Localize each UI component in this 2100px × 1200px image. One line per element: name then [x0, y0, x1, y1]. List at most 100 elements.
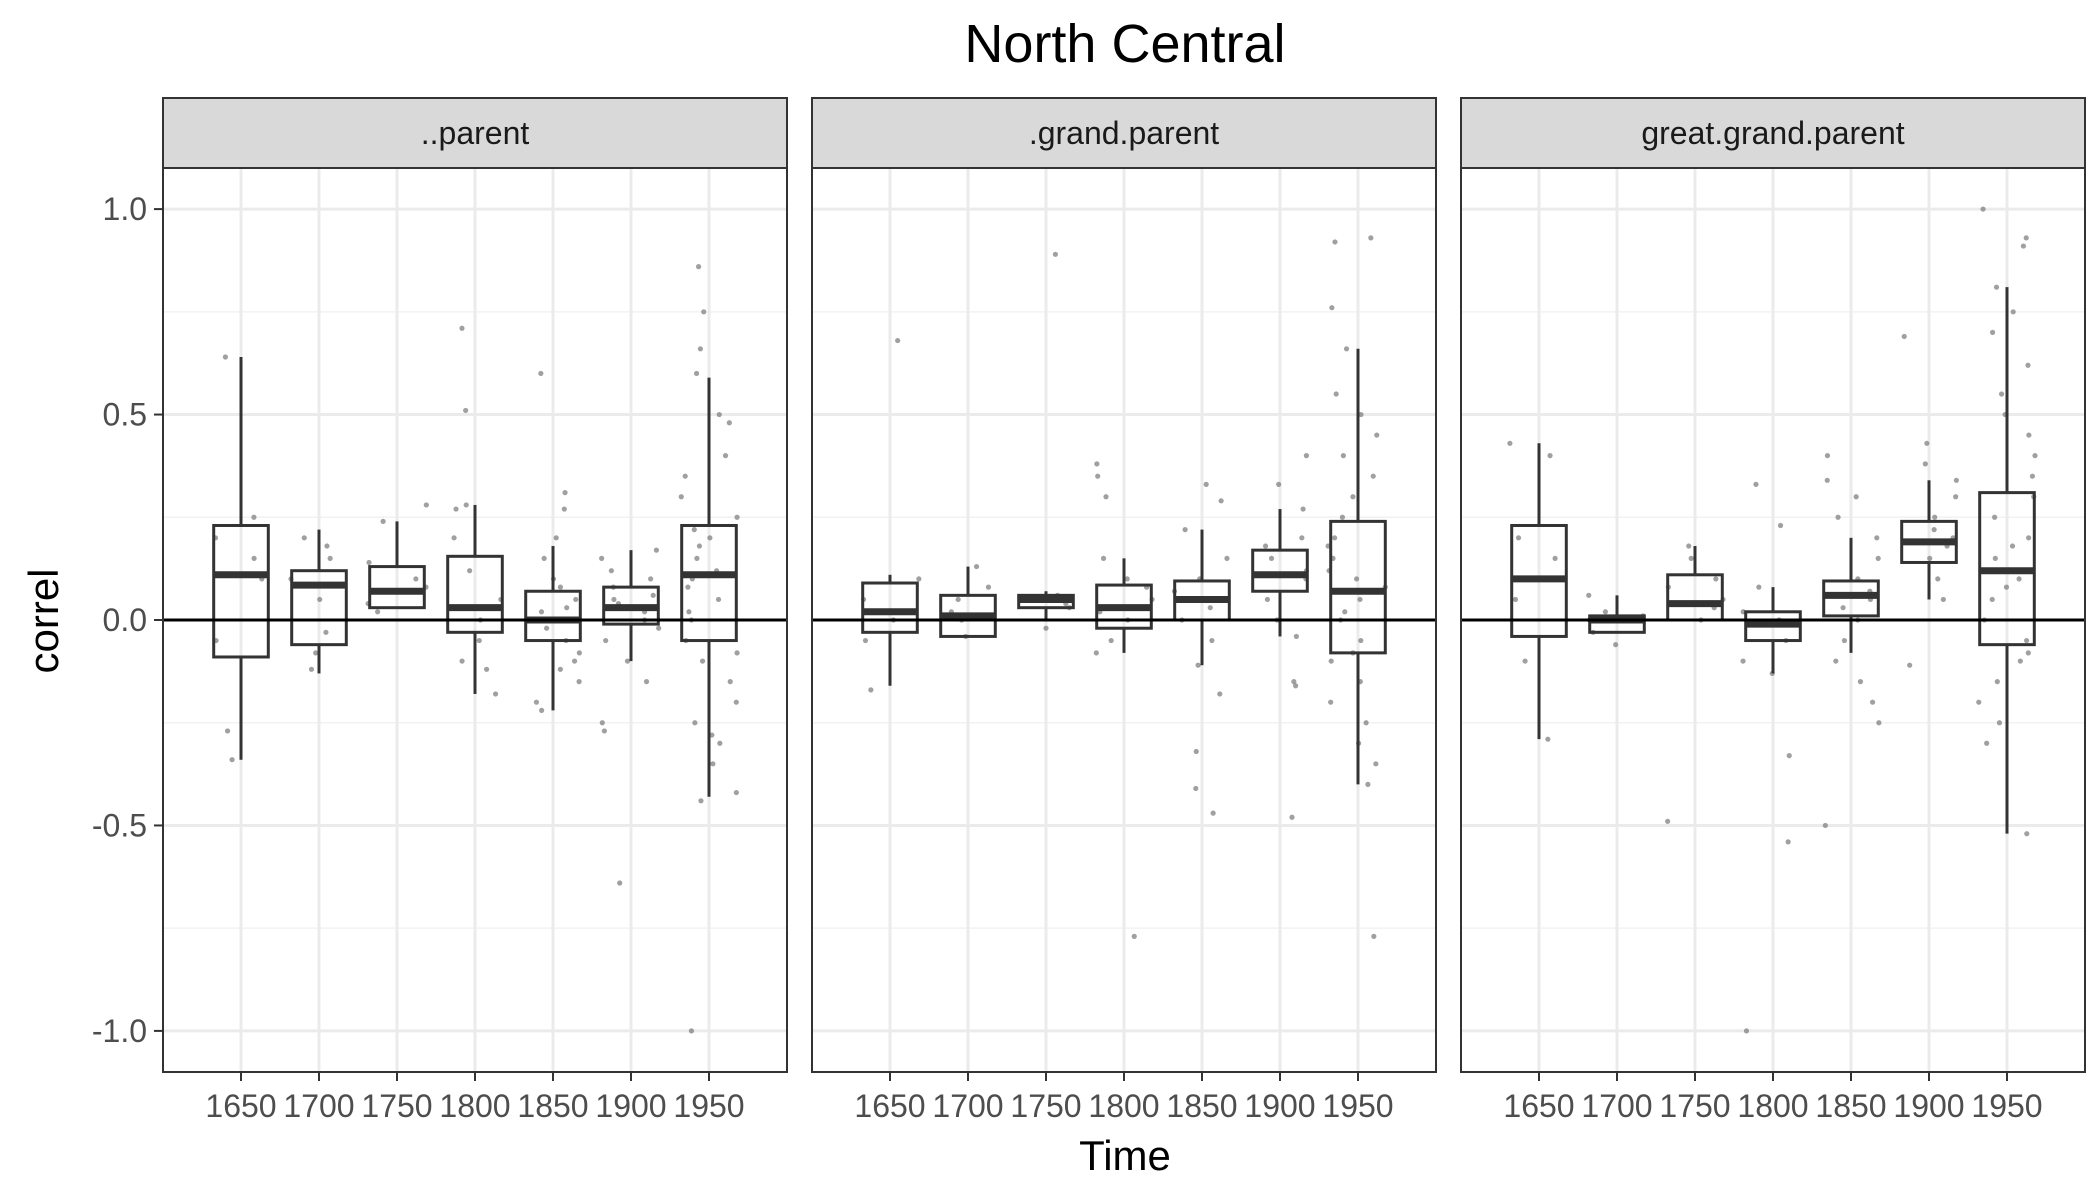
data-point	[1332, 535, 1337, 540]
data-point	[1876, 556, 1881, 561]
data-point	[986, 585, 991, 590]
data-point	[694, 556, 699, 561]
data-point	[1263, 543, 1268, 548]
data-point	[1924, 441, 1929, 446]
data-point	[1547, 453, 1552, 458]
data-point	[1744, 1028, 1749, 1033]
data-point	[375, 609, 380, 614]
data-point	[1823, 823, 1828, 828]
data-point	[1976, 700, 1981, 705]
data-point	[1907, 663, 1912, 668]
data-point	[700, 658, 705, 663]
data-point	[656, 626, 661, 631]
data-point	[734, 790, 739, 795]
data-point	[1927, 556, 1932, 561]
data-point	[1340, 515, 1345, 520]
data-point	[1209, 638, 1214, 643]
data-point	[2026, 432, 2031, 437]
data-point	[1224, 556, 1229, 561]
data-point	[2024, 831, 2029, 836]
data-point	[1300, 506, 1305, 511]
data-point	[1373, 761, 1378, 766]
data-point	[1984, 741, 1989, 746]
data-point	[1902, 334, 1907, 339]
data-point	[1613, 642, 1618, 647]
data-point	[309, 667, 314, 672]
data-point	[685, 585, 690, 590]
data-point	[558, 585, 563, 590]
data-point	[424, 502, 429, 507]
data-point	[2030, 474, 2035, 479]
data-point	[459, 658, 464, 663]
data-point	[1686, 543, 1691, 548]
data-point	[697, 543, 702, 548]
data-point	[1756, 585, 1761, 590]
data-point	[717, 741, 722, 746]
data-point	[734, 515, 739, 520]
data-point	[323, 630, 328, 635]
data-point	[723, 453, 728, 458]
y-tick-label: 0.5	[103, 397, 147, 433]
data-point	[577, 679, 582, 684]
data-point	[539, 708, 544, 713]
data-point	[544, 626, 549, 631]
data-point	[2025, 363, 2030, 368]
facet-strip-label: great.grand.parent	[1641, 115, 1904, 151]
x-tick-label: 1800	[1737, 1088, 1808, 1124]
data-point	[477, 638, 482, 643]
x-tick-label: 1800	[1088, 1088, 1159, 1124]
data-point	[1552, 556, 1557, 561]
data-point	[710, 761, 715, 766]
data-point	[599, 556, 604, 561]
facet-strip-label: .grand.parent	[1029, 115, 1219, 151]
data-point	[1328, 700, 1333, 705]
data-point	[2011, 309, 2016, 314]
data-point	[1993, 556, 1998, 561]
data-point	[464, 502, 469, 507]
data-point	[1354, 576, 1359, 581]
data-point	[1276, 482, 1281, 487]
data-point	[1825, 478, 1830, 483]
x-tick-label: 1900	[1244, 1088, 1315, 1124]
data-point	[1713, 576, 1718, 581]
data-point	[728, 679, 733, 684]
data-point	[1858, 679, 1863, 684]
data-point	[1786, 839, 1791, 844]
data-point	[451, 535, 456, 540]
data-point	[1357, 597, 1362, 602]
data-point	[692, 527, 697, 532]
x-tick-label: 1700	[1581, 1088, 1652, 1124]
data-point	[603, 638, 608, 643]
data-point	[1299, 535, 1304, 540]
data-point	[2024, 235, 2029, 240]
data-point	[863, 638, 868, 643]
data-point	[2016, 576, 2021, 581]
data-point	[1586, 593, 1591, 598]
data-point	[554, 535, 559, 540]
data-point	[1265, 597, 1270, 602]
data-point	[1825, 453, 1830, 458]
data-point	[956, 597, 961, 602]
data-point	[1932, 515, 1937, 520]
data-point	[539, 609, 544, 614]
data-point	[1740, 658, 1745, 663]
data-point	[617, 880, 622, 885]
data-point	[1329, 305, 1334, 310]
data-point	[1787, 753, 1792, 758]
data-point	[317, 597, 322, 602]
data-point	[1990, 597, 1995, 602]
data-point	[2026, 535, 2031, 540]
data-point	[1840, 605, 1845, 610]
data-point	[1053, 252, 1058, 257]
data-point	[1095, 474, 1100, 479]
data-point	[1289, 815, 1294, 820]
data-point	[1358, 638, 1363, 643]
data-point	[727, 420, 732, 425]
x-tick-label: 1700	[932, 1088, 1003, 1124]
data-point	[1603, 609, 1608, 614]
data-point	[381, 519, 386, 524]
data-point	[734, 650, 739, 655]
data-point	[1291, 679, 1296, 684]
